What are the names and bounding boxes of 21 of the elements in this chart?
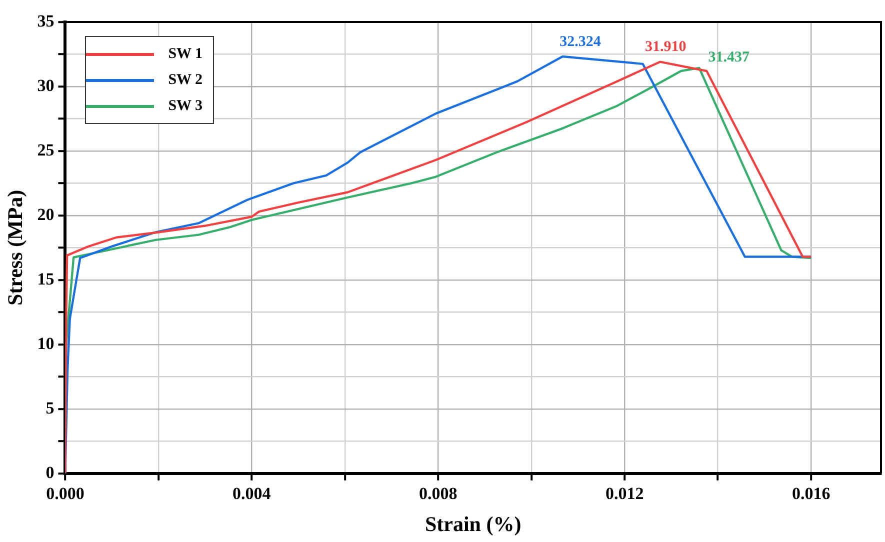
y-tick-label: 10 [37, 334, 54, 353]
x-tick-label: 0.012 [605, 484, 644, 503]
x-tick-label: 0.004 [232, 484, 272, 503]
y-axis-title: Stress (MPa) [3, 190, 28, 306]
y-tick-label: 30 [37, 76, 54, 95]
x-axis-title: Strain (%) [424, 512, 522, 536]
annotation: 32.324 [560, 34, 602, 50]
legend-label: SW 2 [168, 72, 203, 88]
y-tick-label: 0 [46, 462, 54, 482]
annotation: 31.910 [645, 39, 686, 56]
legend-label: SW 1 [168, 46, 203, 62]
y-tick-label: 35 [37, 11, 54, 30]
x-tick-label: 0.000 [46, 484, 84, 503]
y-tick-label: 25 [37, 140, 54, 160]
legend-label: SW 3 [168, 98, 203, 114]
y-tick-label: 5 [46, 398, 54, 418]
annotation: 31.437 [708, 49, 750, 66]
y-tick-label: 15 [37, 269, 54, 288]
y-tick-label: 20 [37, 204, 54, 224]
x-tick-label: 0.008 [419, 484, 458, 503]
x-tick-label: 0.016 [792, 484, 830, 503]
